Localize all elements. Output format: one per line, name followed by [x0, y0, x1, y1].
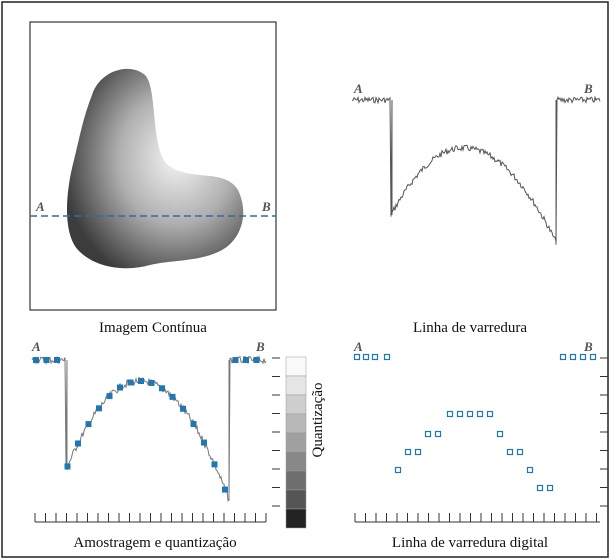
gray-level	[285, 356, 307, 377]
digital-sample	[526, 466, 534, 474]
digital-sample	[456, 410, 464, 418]
digital-sample	[371, 353, 379, 361]
label-a: A	[353, 81, 363, 96]
label-a: A	[31, 339, 41, 354]
digital-sample	[362, 353, 370, 361]
digital-sample	[466, 410, 474, 418]
digital-sample	[486, 410, 494, 418]
sample-point	[43, 357, 50, 363]
digital-sample	[353, 353, 361, 361]
digital-sample	[559, 353, 567, 361]
sample-point	[117, 384, 123, 391]
label-b: B	[255, 339, 265, 354]
scan-line-profile	[351, 95, 601, 245]
label-a: A	[35, 199, 45, 214]
digital-sample	[536, 484, 544, 492]
label-b: B	[583, 339, 593, 354]
digital-sample	[383, 353, 391, 361]
sample-point	[243, 357, 249, 363]
digital-sample	[424, 430, 432, 438]
sampled-profile	[31, 354, 267, 502]
label-b: B	[261, 199, 271, 214]
caption: Imagem Contínua	[99, 320, 207, 336]
gray-level	[285, 413, 307, 434]
digital-sample	[569, 353, 577, 361]
digital-sample	[589, 353, 597, 361]
sample-point	[54, 357, 60, 363]
sample-point	[201, 439, 207, 446]
sample-point	[180, 405, 186, 412]
digital-sample	[434, 430, 442, 438]
digital-sample	[496, 430, 504, 438]
sample-point	[96, 405, 102, 412]
digital-sample	[516, 448, 524, 456]
digital-sample	[404, 448, 412, 456]
digital-sample	[476, 410, 484, 418]
sample-point	[169, 393, 176, 400]
gray-level	[285, 508, 307, 529]
sample-point	[85, 421, 92, 428]
digital-sample	[546, 484, 554, 492]
gray-level	[285, 432, 307, 453]
gray-level	[285, 489, 307, 510]
gray-level	[285, 394, 307, 415]
caption: Linha de varredura digital	[392, 535, 548, 551]
digital-sample	[506, 448, 514, 456]
sample-point	[211, 461, 218, 468]
gray-level	[285, 375, 307, 396]
sample-point	[64, 463, 71, 470]
sample-point	[138, 378, 144, 385]
sample-point	[148, 379, 155, 386]
caption: Linha de varredura	[413, 320, 527, 336]
sample-point	[75, 440, 81, 447]
sample-point	[253, 357, 260, 363]
gray-level	[285, 470, 307, 491]
sample-point	[127, 379, 134, 386]
label-a: A	[353, 339, 363, 354]
label-b: B	[583, 81, 593, 96]
digital-sample	[446, 410, 454, 418]
quantization-label: Quantização	[310, 383, 326, 458]
digital-sample	[414, 448, 422, 456]
sample-point	[159, 385, 165, 392]
sample-point	[106, 393, 113, 400]
sample-point	[33, 357, 39, 363]
digital-sample	[579, 353, 587, 361]
sample-point	[222, 486, 228, 493]
gray-level	[285, 451, 307, 472]
digital-sample	[394, 466, 402, 474]
continuous-image-blob	[67, 68, 244, 269]
sample-point	[232, 357, 239, 363]
caption: Amostragem e quantização	[73, 535, 236, 551]
sample-point	[190, 421, 197, 428]
